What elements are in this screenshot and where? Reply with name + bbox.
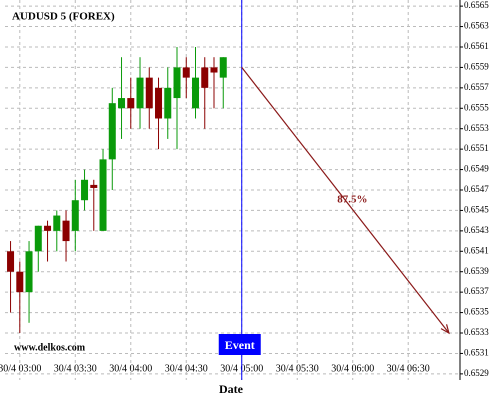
y-tick-label: 0.6551 (464, 143, 489, 153)
y-tick-label: 0.6561 (464, 41, 489, 51)
plot: 0.6529 0.6531 0.6533 0.6535 0.6537 0.6539 0.65… (0, 0, 489, 380)
candle-body (99, 159, 107, 231)
y-tick-label: 0.6537 (464, 286, 489, 296)
y-tick-label: 0.6531 (464, 348, 489, 358)
watermark: www.delkos.com (14, 342, 86, 353)
candle-body (145, 77, 153, 109)
x-axis-title: Date (219, 382, 244, 396)
y-tick-label: 0.6565 (464, 0, 489, 10)
y-tick-label: 0.6539 (464, 266, 489, 276)
candle-body (155, 87, 163, 119)
x-tick-label: 30/4 04:00 (109, 363, 152, 374)
candle-body (164, 87, 172, 119)
y-tick-label: 0.6557 (464, 82, 489, 92)
candle-body (201, 67, 209, 88)
y-tick-label: 0.6555 (464, 102, 489, 112)
y-tick-label: 0.6549 (464, 164, 489, 174)
candle-body (210, 67, 218, 73)
x-tick-label: 30/4 06:30 (387, 363, 430, 374)
chart-title: AUDUSD 5 (FOREX) (12, 11, 115, 23)
x-tick-label: 30/4 06:00 (331, 363, 374, 374)
candle-body (136, 77, 144, 109)
arrow-head (440, 324, 450, 335)
y-tick-label: 0.6535 (464, 307, 489, 317)
y-tick-label: 0.6543 (464, 225, 489, 235)
candle-body (90, 184, 98, 188)
candle-body (16, 271, 24, 293)
y-tick-label: 0.6533 (464, 327, 489, 337)
candle-body (25, 251, 33, 293)
candle-body (192, 77, 200, 109)
y-tick-label: 0.6553 (464, 123, 489, 133)
candle-body (71, 200, 79, 231)
x-tick-label: 30/4 04:30 (165, 363, 208, 374)
y-tick-label: 0.6563 (464, 21, 489, 31)
candle-body (219, 57, 227, 78)
y-tick-label: 0.6559 (464, 61, 489, 71)
candle-body (44, 225, 52, 231)
arrow-label: 87.5% (337, 194, 367, 206)
x-tick-label: 30/4 03:00 (0, 363, 41, 374)
candle-body (7, 251, 15, 272)
candle-body (108, 103, 116, 160)
y-tick-label: 0.6529 (464, 368, 489, 378)
candle-body (173, 67, 181, 99)
y-tick-label: 0.6547 (464, 184, 489, 194)
y-tick-label: 0.6541 (464, 245, 489, 255)
candle-body (182, 67, 190, 78)
candle-body (118, 98, 126, 109)
event-label: Event (225, 338, 255, 352)
candle-body (34, 225, 42, 252)
candle-body (53, 215, 61, 231)
event-box (218, 334, 261, 355)
candle-body (62, 220, 70, 242)
forecast-arrow (241, 67, 450, 334)
y-tick-label: 0.6545 (464, 204, 489, 214)
x-tick-label: 30/4 03:30 (54, 363, 97, 374)
x-tick-label: 30/4 05:30 (276, 363, 319, 374)
candle-body (127, 98, 135, 109)
candle-body (81, 179, 89, 201)
